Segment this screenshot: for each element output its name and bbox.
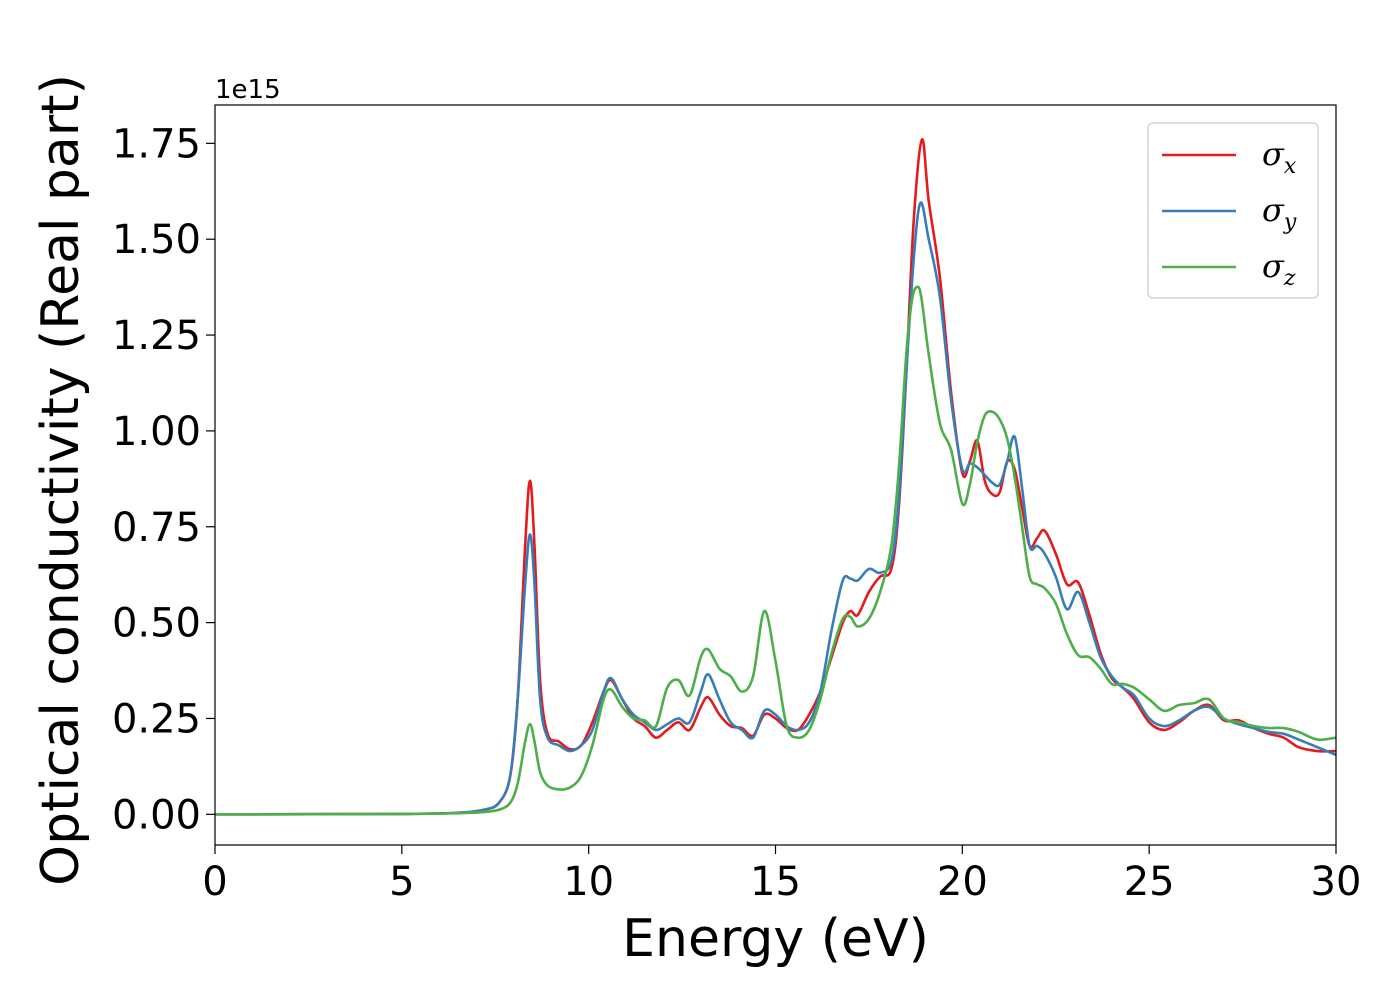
series-layer <box>215 138 1336 816</box>
series-line-z <box>215 285 1336 816</box>
legend: σx σy σz <box>1147 122 1319 299</box>
x-tick-label: 30 <box>1311 859 1362 905</box>
legend-entry-z: σz <box>1262 247 1296 291</box>
y-axis-label: Optical conductivity (Real part) <box>31 74 91 886</box>
ticks-layer: 0 5 10 15 20 25 30 0.00 0.25 0.50 0.75 1.00 1.25 1.50… <box>112 121 1362 905</box>
y-offset-label: 1e15 <box>215 75 281 105</box>
x-tick-label: 0 <box>202 859 227 905</box>
x-tick-label: 10 <box>563 859 614 905</box>
legend-entry-x: σx <box>1262 135 1297 179</box>
x-tick-label: 15 <box>750 859 801 905</box>
series-line-y <box>215 201 1336 816</box>
y-tick-label: 1.00 <box>112 409 201 455</box>
x-axis-label: Energy (eV) <box>622 909 929 969</box>
y-tick-label: 1.25 <box>112 313 201 359</box>
legend-entry-y: σy <box>1262 191 1297 235</box>
y-tick-label: 0.50 <box>112 601 201 647</box>
x-tick-label: 20 <box>937 859 988 905</box>
x-tick-label: 5 <box>389 859 414 905</box>
y-tick-label: 0.25 <box>112 696 201 742</box>
y-tick-label: 0.00 <box>112 792 201 838</box>
y-tick-label: 1.50 <box>112 217 201 263</box>
y-tick-label: 0.75 <box>112 505 201 551</box>
y-tick-label: 1.75 <box>112 121 201 167</box>
x-tick-label: 25 <box>1124 859 1175 905</box>
